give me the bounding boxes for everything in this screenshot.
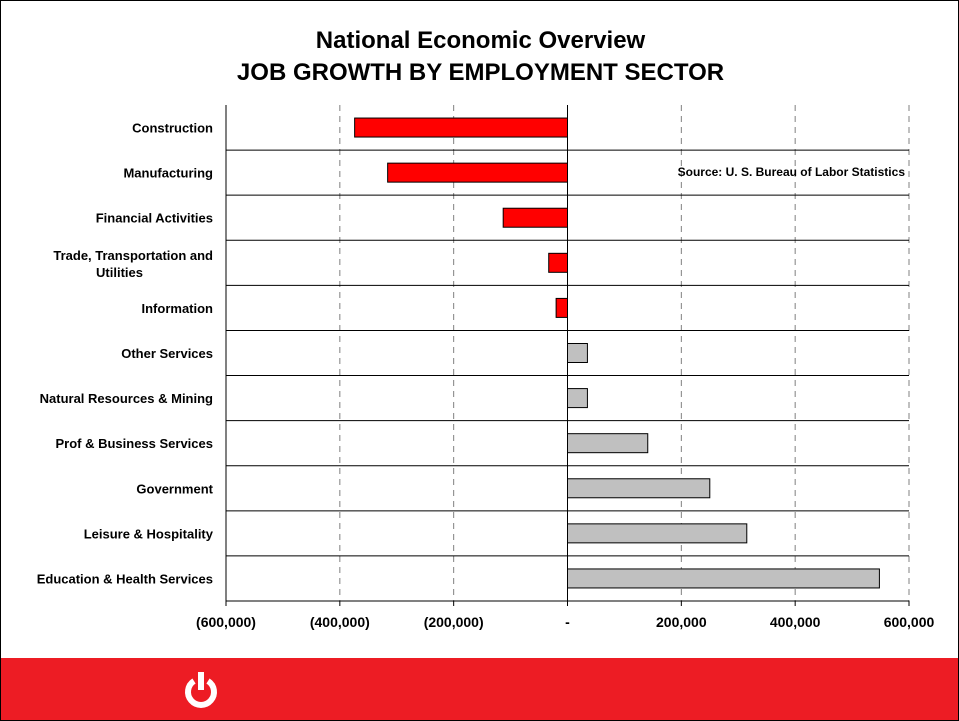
bar bbox=[567, 433, 649, 454]
x-tick-label: (400,000) bbox=[310, 614, 370, 630]
bar bbox=[567, 343, 588, 363]
bar bbox=[567, 523, 748, 544]
category-label: Construction bbox=[132, 121, 213, 136]
category-label: Other Services bbox=[121, 346, 213, 361]
x-tick-label: 200,000 bbox=[656, 614, 707, 630]
category-label: Manufacturing bbox=[123, 166, 213, 181]
x-tick-label: - bbox=[565, 614, 570, 630]
power-logo-icon bbox=[185, 672, 217, 708]
chart-title-line-2: JOB GROWTH BY EMPLOYMENT SECTOR bbox=[236, 59, 725, 86]
category-label: Natural Resources & Mining bbox=[40, 391, 213, 406]
chart-title-line-1: National Economic Overview bbox=[315, 27, 646, 54]
x-tick-label: 400,000 bbox=[770, 614, 821, 630]
bar bbox=[567, 478, 711, 499]
category-label: Information bbox=[142, 301, 214, 316]
category-label: Leisure & Hospitality bbox=[84, 526, 214, 541]
bar bbox=[548, 252, 569, 273]
bar-chart: Construction Manufacturing Financial Activ… bbox=[37, 105, 935, 630]
bar bbox=[567, 568, 880, 589]
bar bbox=[502, 207, 569, 228]
source-annotation: Source: U. S. Bureau of Labor Statistics bbox=[678, 165, 906, 179]
bar bbox=[567, 388, 588, 409]
bar bbox=[354, 117, 568, 138]
x-tick-label: (600,000) bbox=[196, 614, 256, 630]
category-label: Government bbox=[136, 481, 213, 496]
category-label: Trade, Transportation and bbox=[53, 248, 213, 263]
footer-bar bbox=[1, 658, 958, 720]
category-label: Financial Activities bbox=[96, 211, 213, 226]
category-label: Prof & Business Services bbox=[55, 436, 213, 451]
x-tick-label: 600,000 bbox=[884, 614, 935, 630]
category-label: Education & Health Services bbox=[37, 571, 213, 586]
bar bbox=[555, 297, 568, 318]
x-tick-label: (200,000) bbox=[424, 614, 484, 630]
bar bbox=[387, 162, 569, 183]
category-label: Utilities bbox=[96, 265, 143, 280]
